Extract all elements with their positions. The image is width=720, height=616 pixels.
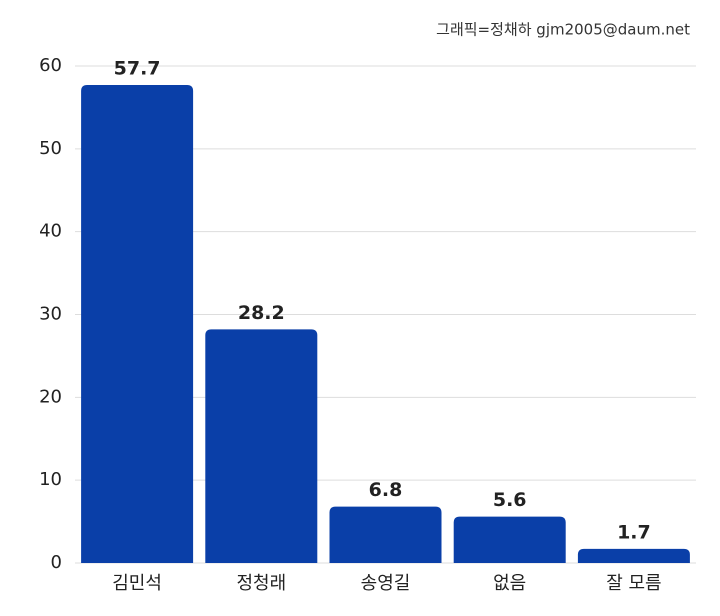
value-label: 1.7 <box>617 521 651 543</box>
y-tick-label: 20 <box>39 386 62 407</box>
x-tick-label: 김민석 <box>112 573 162 594</box>
bar <box>453 516 566 563</box>
y-tick-label: 30 <box>39 304 62 325</box>
y-tick-label: 60 <box>39 55 62 76</box>
bar <box>577 548 690 563</box>
x-tick-label: 잘 모름 <box>606 573 661 594</box>
y-tick-label: 0 <box>51 552 62 573</box>
x-tick-label: 송영길 <box>361 573 411 594</box>
value-label: 28.2 <box>238 302 285 324</box>
y-tick-label: 50 <box>39 138 62 159</box>
y-tick-label: 40 <box>39 221 62 242</box>
bar <box>329 506 442 563</box>
y-tick-label: 10 <box>39 469 62 490</box>
bar <box>81 85 194 563</box>
value-label: 5.6 <box>493 489 527 511</box>
value-label: 57.7 <box>114 58 161 80</box>
x-tick-label: 없음 <box>493 573 526 594</box>
credit: 그래픽=정채하 gjm2005@daum.net <box>436 21 690 39</box>
bar <box>205 329 318 563</box>
x-tick-label: 정청래 <box>236 573 286 594</box>
value-label: 6.8 <box>369 479 403 501</box>
